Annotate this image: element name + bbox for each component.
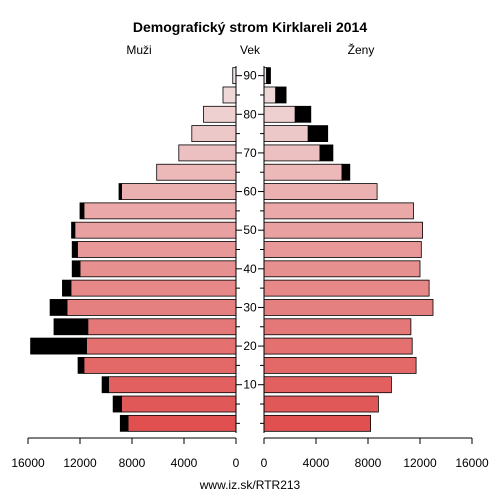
- x-tick-label-right: 0: [261, 456, 268, 470]
- age-tick-label: 30: [243, 300, 257, 314]
- female-excess-85-89: [275, 86, 287, 104]
- male-bar-45-49: [77, 241, 237, 258]
- female-bar-70-74: [263, 144, 321, 162]
- age-tick-label: 10: [243, 378, 257, 392]
- males-label: Muži: [126, 43, 151, 57]
- female-bar-75-79: [263, 125, 309, 143]
- x-tick-label-right: 4000: [303, 456, 330, 470]
- x-tick-label-left: 16000: [11, 456, 45, 470]
- age-tick-label: 90: [243, 69, 257, 83]
- female-bar-45-49: [263, 241, 422, 258]
- x-tick-label-right: 16000: [455, 456, 489, 470]
- male-bar-65-69: [156, 163, 237, 181]
- x-tick-label-right: 12000: [403, 456, 437, 470]
- age-tick-label: 20: [243, 339, 257, 353]
- male-excess-60-64: [118, 183, 122, 200]
- male-excess-30-34: [49, 299, 68, 316]
- male-excess-20-24: [30, 337, 87, 355]
- female-bar-30-34: [263, 299, 434, 316]
- male-excess-5-9: [112, 395, 123, 413]
- male-excess-45-49: [71, 241, 78, 258]
- female-excess-75-79: [307, 125, 329, 143]
- male-excess-50-54: [71, 221, 76, 239]
- male-bar-70-74: [178, 144, 237, 162]
- male-excess-0-4: [119, 414, 129, 432]
- female-bar-55-59: [263, 202, 414, 220]
- male-bar-25-29: [87, 318, 237, 336]
- female-excess-80-84: [294, 105, 312, 123]
- male-excess-40-44: [71, 260, 81, 278]
- male-excess-35-39: [62, 279, 72, 297]
- female-bar-40-44: [263, 260, 421, 278]
- male-bar-85-89: [222, 86, 237, 104]
- female-bar-35-39: [263, 279, 430, 297]
- female-bar-25-29: [263, 318, 412, 336]
- male-bar-15-19: [83, 356, 237, 374]
- male-excess-10-14: [101, 376, 109, 394]
- male-excess-15-19: [77, 356, 85, 374]
- axes-group: 10 20 30 40 50 60 70 80 90 16000 12000 8000 4000 0 0 40…: [11, 66, 489, 470]
- x-tick-label-left: 4000: [171, 456, 198, 470]
- x-tick-label-left: 8000: [119, 456, 146, 470]
- age-tick-label: 80: [243, 107, 257, 121]
- age-tick-label: 60: [243, 185, 257, 199]
- male-bar-35-39: [70, 279, 237, 297]
- chart-title: Demografický strom Kirklareli 2014: [133, 19, 367, 35]
- female-bar-0-4: [263, 414, 371, 432]
- females-label: Ženy: [348, 42, 375, 57]
- male-bar-0-4: [127, 414, 237, 432]
- female-bar-50-54: [263, 221, 424, 239]
- female-bar-85-89: [263, 86, 277, 104]
- female-bar-65-69: [263, 163, 343, 181]
- female-bar-5-9: [263, 395, 379, 413]
- x-tick-label-right: 8000: [355, 456, 382, 470]
- male-bar-5-9: [121, 395, 237, 413]
- x-tick-label-left: 0: [233, 456, 240, 470]
- male-bar-75-79: [191, 125, 237, 143]
- male-bar-80-84: [203, 105, 237, 123]
- male-bar-60-64: [121, 183, 237, 200]
- female-bar-20-24: [263, 337, 413, 355]
- female-bar-60-64: [263, 183, 378, 200]
- age-tick-label: 50: [243, 223, 257, 237]
- age-axis-label: Vek: [240, 43, 261, 57]
- female-excess-90+: [266, 67, 271, 85]
- female-bar-10-14: [263, 376, 392, 394]
- footer-url: www.iz.sk/RTR213: [199, 478, 301, 492]
- x-tick-label-left: 12000: [63, 456, 97, 470]
- age-tick-label: 40: [243, 262, 257, 276]
- female-excess-70-74: [319, 144, 334, 162]
- female-excess-65-69: [341, 163, 351, 181]
- age-tick-label: 70: [243, 146, 257, 160]
- male-bar-20-24: [86, 337, 237, 355]
- male-bar-30-34: [66, 299, 237, 316]
- female-bar-15-19: [263, 356, 417, 374]
- male-bar-40-44: [79, 260, 237, 278]
- male-excess-55-59: [79, 202, 85, 220]
- male-bar-10-14: [108, 376, 237, 394]
- male-excess-25-29: [53, 318, 89, 336]
- bars-group: [30, 67, 434, 432]
- female-bar-80-84: [263, 105, 296, 123]
- male-bar-50-54: [74, 221, 237, 239]
- male-bar-55-59: [83, 202, 237, 220]
